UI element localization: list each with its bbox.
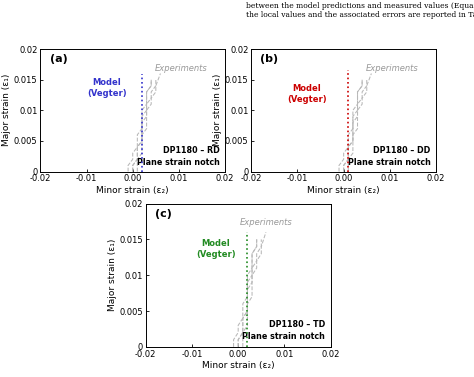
- Text: Model
(Vegter): Model (Vegter): [87, 78, 127, 98]
- Text: Model
(Vegter): Model (Vegter): [196, 239, 236, 259]
- Text: Experiments: Experiments: [365, 64, 418, 73]
- Text: between the model predictions and measured values (Equation (15)) were also adop: between the model predictions and measur…: [246, 2, 474, 19]
- Y-axis label: Major strain (ε₁): Major strain (ε₁): [213, 74, 222, 146]
- X-axis label: Minor strain (ε₂): Minor strain (ε₂): [202, 362, 274, 370]
- Y-axis label: Major strain (ε₁): Major strain (ε₁): [108, 239, 117, 311]
- Text: (a): (a): [50, 54, 67, 64]
- Text: DP1180 – RD
Plane strain notch: DP1180 – RD Plane strain notch: [137, 146, 219, 167]
- Text: Experiments: Experiments: [239, 218, 292, 227]
- Text: DP1180 – TD
Plane strain notch: DP1180 – TD Plane strain notch: [242, 320, 325, 341]
- Text: (b): (b): [261, 54, 279, 64]
- Text: DP1180 – DD
Plane strain notch: DP1180 – DD Plane strain notch: [347, 146, 430, 167]
- Text: (c): (c): [155, 209, 172, 219]
- X-axis label: Minor strain (ε₂): Minor strain (ε₂): [96, 186, 169, 195]
- Text: Model
(Vegter): Model (Vegter): [287, 84, 327, 104]
- Text: Experiments: Experiments: [155, 64, 207, 73]
- Y-axis label: Major strain (ε₁): Major strain (ε₁): [2, 74, 11, 146]
- X-axis label: Minor strain (ε₂): Minor strain (ε₂): [307, 186, 380, 195]
